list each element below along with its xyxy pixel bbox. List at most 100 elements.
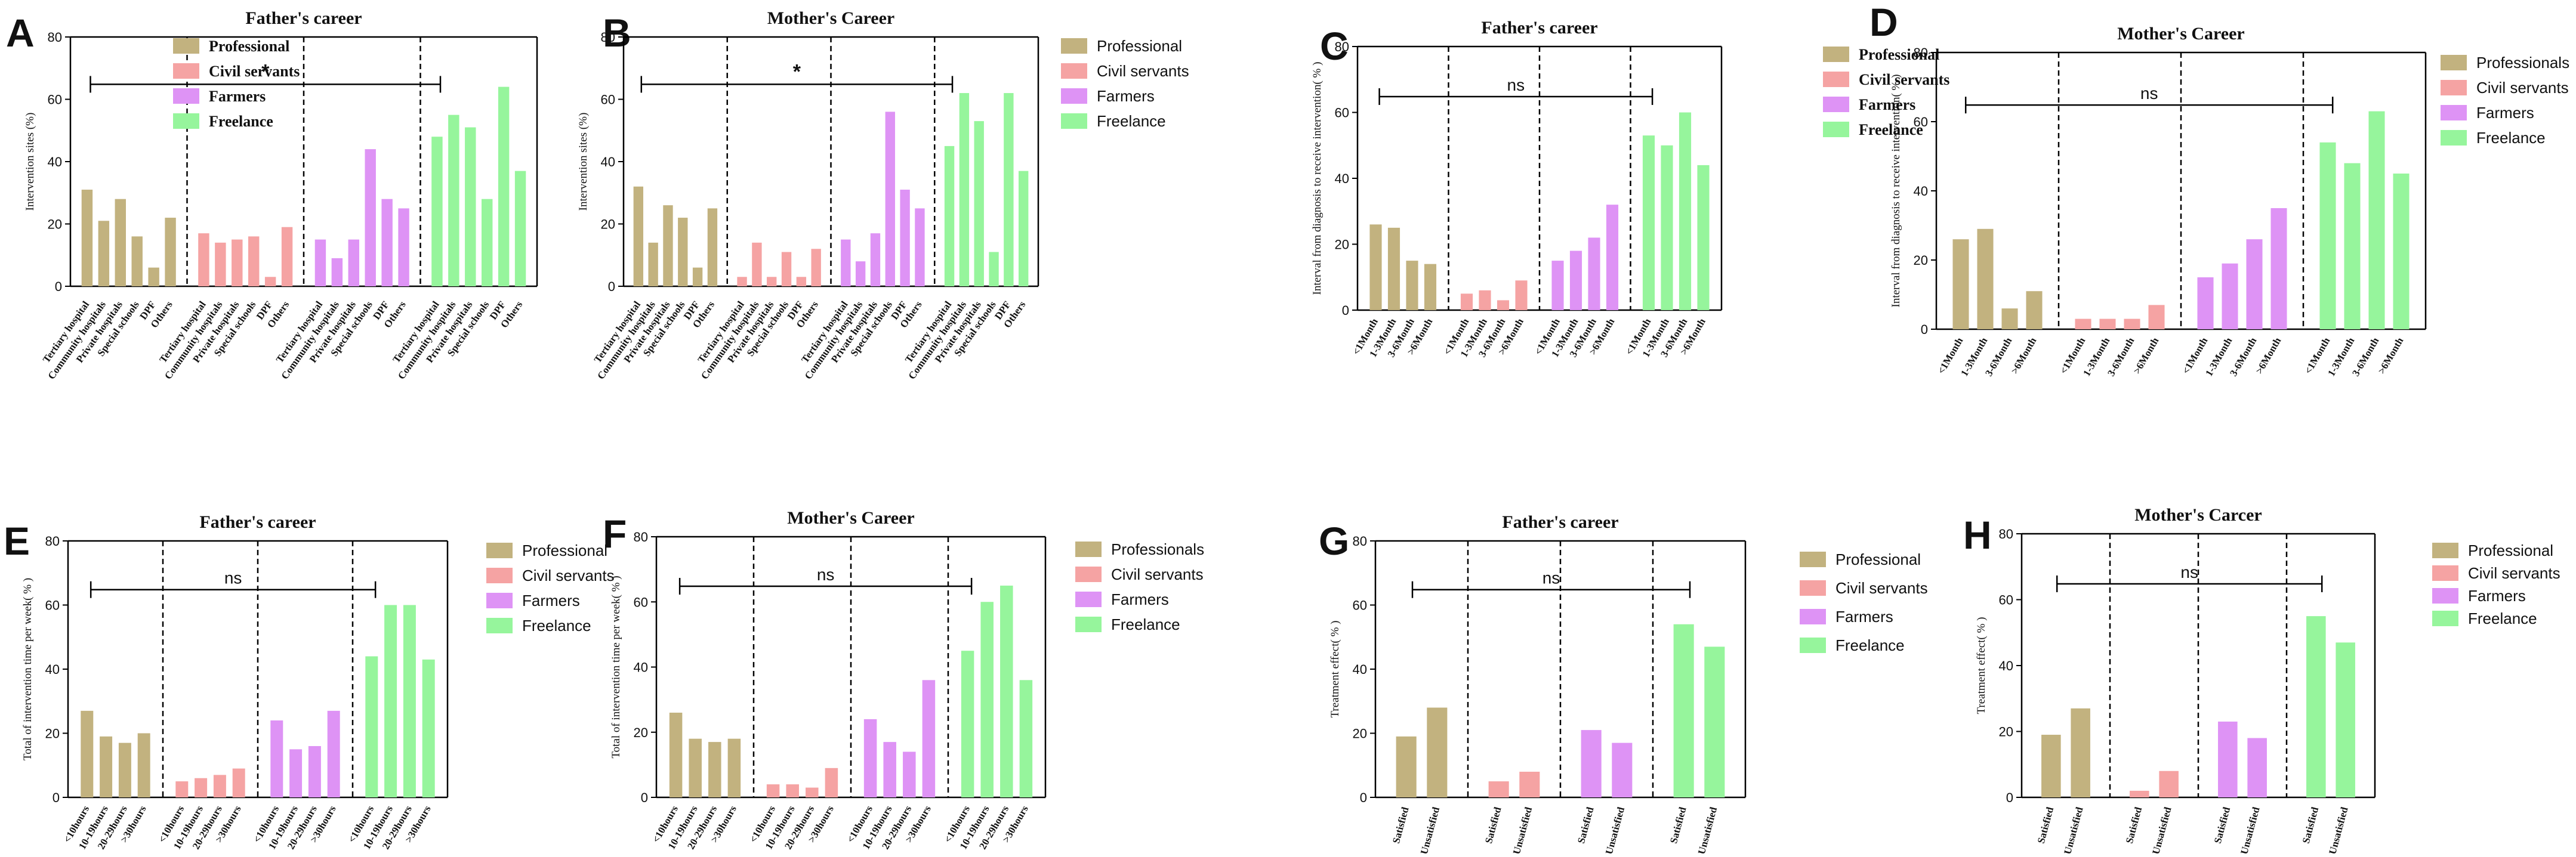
chart-title: Father's career: [245, 8, 362, 28]
bar: [689, 738, 702, 797]
chart-title: Mother's Career: [787, 508, 915, 528]
bar: [289, 749, 303, 797]
legend-swatch: [1800, 609, 1826, 624]
panel-letter: F: [603, 512, 627, 556]
bar: [481, 199, 493, 286]
panel-letter: G: [1319, 519, 1349, 563]
bar: [195, 778, 208, 797]
y-tick-label: 0: [2006, 790, 2013, 805]
bar: [2124, 318, 2140, 329]
bar: [2159, 771, 2179, 797]
x-tick-label: Unsatisfied: [1696, 806, 1720, 856]
legend-label: Farmers: [1111, 590, 1169, 608]
legend-label: Professionals: [2476, 54, 2569, 72]
legend-swatch: [1061, 63, 1087, 79]
legend-label: Freelance: [209, 113, 273, 130]
legend-swatch: [486, 543, 513, 558]
bar: [448, 115, 459, 286]
legend-label: Farmers: [1859, 96, 1915, 113]
x-tick-label: Satisfied: [2300, 806, 2321, 845]
bar: [752, 242, 762, 286]
significance-label: ns: [2140, 84, 2158, 103]
bar: [1406, 261, 1418, 310]
bar: [1479, 290, 1491, 310]
bar: [1581, 730, 1602, 797]
significance-label: *: [261, 60, 270, 83]
bar: [215, 242, 226, 286]
y-tick-label: 20: [1335, 237, 1349, 252]
panel-letter: A: [6, 11, 35, 55]
y-tick-label: 40: [634, 660, 648, 675]
bar: [1424, 264, 1437, 310]
bar: [422, 659, 435, 797]
bar: [213, 775, 226, 797]
bar: [1679, 112, 1692, 310]
bar: [727, 738, 741, 797]
legend-swatch: [2432, 543, 2458, 558]
bar: [118, 742, 131, 797]
bar: [811, 249, 821, 286]
bar: [944, 146, 955, 286]
legend-label: Civil servants: [1835, 579, 1928, 597]
bar: [781, 252, 792, 286]
bar: [308, 746, 321, 797]
y-tick-label: 20: [1353, 726, 1367, 741]
y-tick-label: 0: [608, 279, 615, 294]
bar: [678, 218, 688, 286]
chart-title: Father's career: [199, 512, 316, 532]
y-tick-label: 20: [601, 217, 615, 232]
bar: [81, 190, 93, 286]
bar: [348, 239, 360, 286]
legend-label: Freelance: [1859, 121, 1923, 138]
bar: [1612, 742, 1633, 797]
bar: [2026, 291, 2043, 329]
bar: [384, 605, 397, 797]
bar: [100, 736, 113, 797]
legend-label: Farmers: [1097, 87, 1155, 105]
panel-letter: B: [603, 11, 631, 55]
bar: [327, 710, 340, 797]
y-tick-label: 60: [1914, 115, 1928, 129]
bar: [1673, 624, 1694, 797]
bar: [248, 236, 260, 286]
legend-label: Farmers: [2476, 104, 2534, 122]
bar: [175, 781, 189, 797]
bar: [1606, 205, 1619, 310]
legend-swatch: [173, 63, 199, 79]
legend-label: Freelance: [522, 617, 591, 635]
bar: [2247, 738, 2267, 797]
bar: [2222, 263, 2238, 329]
legend-label: Civil servants: [1859, 71, 1949, 88]
bar: [365, 656, 378, 797]
legend-swatch: [486, 568, 513, 583]
chart-title: Father's career: [1481, 18, 1597, 38]
bar: [514, 171, 526, 286]
legend-swatch: [1075, 617, 1102, 632]
bar: [737, 277, 747, 286]
y-axis-label: Treatment effect( % ): [1975, 617, 1988, 714]
legend-label: Farmers: [1835, 608, 1893, 626]
bar: [365, 149, 376, 286]
bar: [1427, 707, 1448, 797]
legend-swatch: [173, 38, 199, 54]
bar: [980, 602, 994, 797]
legend-label: Civil servants: [2468, 564, 2560, 582]
y-tick-label: 0: [1360, 790, 1367, 805]
panel-C: C Father's career 0 20 40 60 80 Interval from d…: [1311, 18, 1949, 359]
y-axis-label: Intervention sites (%): [24, 113, 36, 211]
chart-title: Mother's Career: [767, 8, 895, 28]
y-tick-label: 40: [45, 662, 60, 677]
legend-swatch: [1823, 47, 1849, 62]
legend-label: Farmers: [522, 592, 580, 610]
legend-label: Professionals: [1111, 540, 1204, 558]
legend-label: Civil servants: [1097, 62, 1189, 80]
x-tick-label: Satisfied: [1390, 806, 1411, 845]
bar: [663, 205, 673, 286]
bar: [1396, 736, 1417, 797]
legend-swatch: [1075, 592, 1102, 607]
legend-swatch: [2441, 130, 2467, 146]
y-tick-label: 80: [1999, 527, 2013, 542]
bar: [669, 712, 683, 797]
legend-label: Freelance: [1835, 636, 1905, 654]
